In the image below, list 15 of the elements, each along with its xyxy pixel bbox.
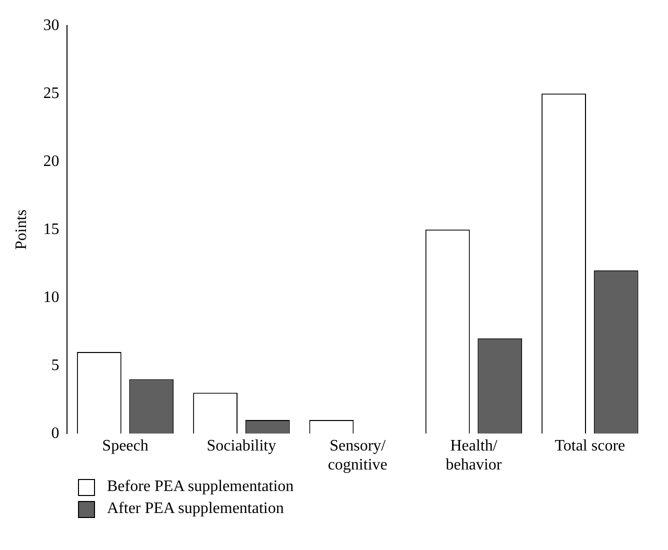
- y-tick-label: 20: [43, 152, 60, 170]
- x-tick-label: Health/behavior: [446, 437, 502, 474]
- y-tick-label: 5: [51, 356, 60, 374]
- y-tick-label: 0: [51, 424, 60, 442]
- y-tick-label: 15: [43, 220, 60, 238]
- x-tick-label: Sensory/cognitive: [328, 437, 388, 474]
- y-tick-label: 30: [43, 16, 60, 34]
- text: Before PEA supplementation: [107, 478, 294, 496]
- x-tick-label: Sociability: [206, 437, 276, 454]
- y-axis-title: Points: [12, 210, 30, 250]
- x-tick-label: Speech: [102, 437, 148, 454]
- x-tick-label: Total score: [554, 437, 626, 454]
- y-tick-label: 10: [43, 288, 60, 306]
- legend-label: After PEA supplementation: [107, 500, 284, 518]
- y-tick-label: 25: [43, 84, 60, 102]
